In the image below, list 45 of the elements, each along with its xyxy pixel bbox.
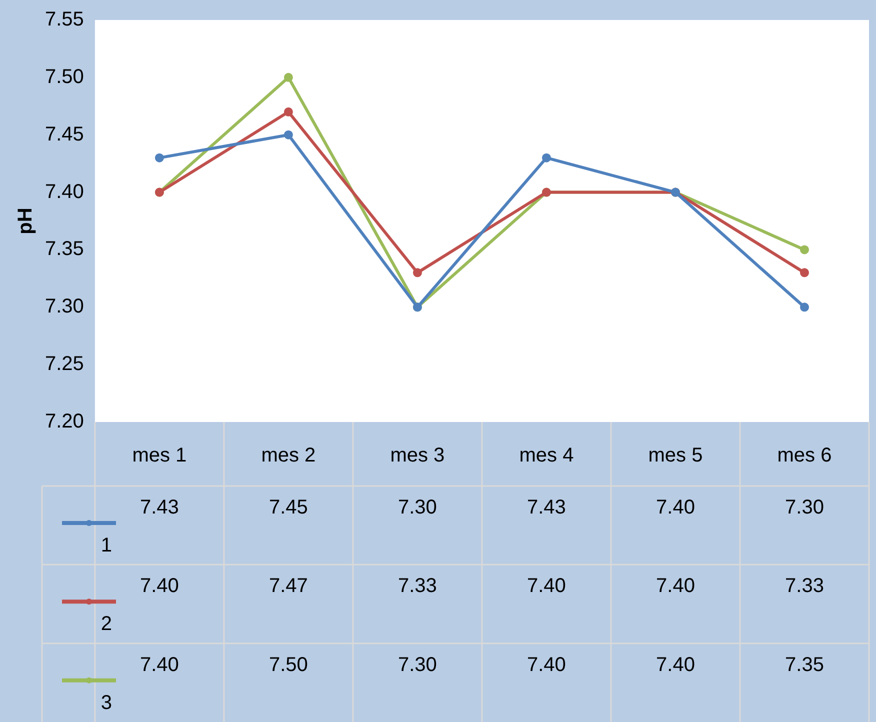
y-tick-label: 7.30 [44, 296, 84, 318]
legend-label: 1 [100, 534, 112, 557]
point [284, 72, 293, 82]
point [154, 153, 164, 162]
data-label: 7.40 [656, 496, 695, 519]
data-label: 7.43 [140, 496, 179, 519]
x-tick-label: mes 6 [777, 444, 832, 467]
x-tick-label: mes 4 [519, 444, 574, 467]
y-tick-label: 7.45 [44, 123, 84, 146]
y-tick-label: 7.50 [44, 66, 84, 88]
point [800, 268, 809, 278]
data-label: 7.30 [398, 496, 437, 519]
data-label: 7.40 [527, 575, 566, 598]
point [284, 130, 293, 140]
data-label: 7.47 [268, 575, 308, 598]
y-tick-label: 7.55 [44, 8, 84, 31]
point [542, 153, 551, 162]
data-label: 7.43 [527, 496, 566, 519]
y-axis-title: pH [14, 208, 37, 234]
data-label: 7.40 [656, 575, 695, 598]
data-label: 7.50 [268, 654, 308, 676]
x-tick-label: mes 3 [390, 444, 445, 467]
data-label: 7.30 [785, 496, 824, 519]
data-label: 7.45 [268, 496, 308, 519]
point [412, 268, 422, 278]
data-label: 7.40 [656, 654, 695, 676]
point [284, 107, 293, 116]
data-label: 7.30 [398, 654, 437, 676]
point [800, 302, 809, 312]
y-tick-label: 7.25 [44, 353, 84, 376]
data-label: 7.40 [527, 654, 566, 676]
y-tick-label: 7.20 [44, 410, 84, 433]
y-tick-label: 7.35 [44, 238, 84, 260]
data-label: 7.40 [140, 654, 179, 676]
data-label: 7.33 [785, 575, 824, 598]
data-label: 7.40 [140, 575, 179, 598]
legend-label: 2 [100, 613, 112, 636]
data-label: 7.35 [785, 654, 824, 676]
point [800, 245, 809, 254]
data-label: 7.33 [398, 575, 437, 598]
legend-label: 3 [100, 692, 112, 714]
x-tick-label: mes 2 [261, 444, 316, 467]
y-tick-label: 7.40 [44, 180, 84, 203]
x-tick-label: mes 5 [648, 444, 703, 467]
x-tick-label: mes 1 [132, 444, 187, 467]
